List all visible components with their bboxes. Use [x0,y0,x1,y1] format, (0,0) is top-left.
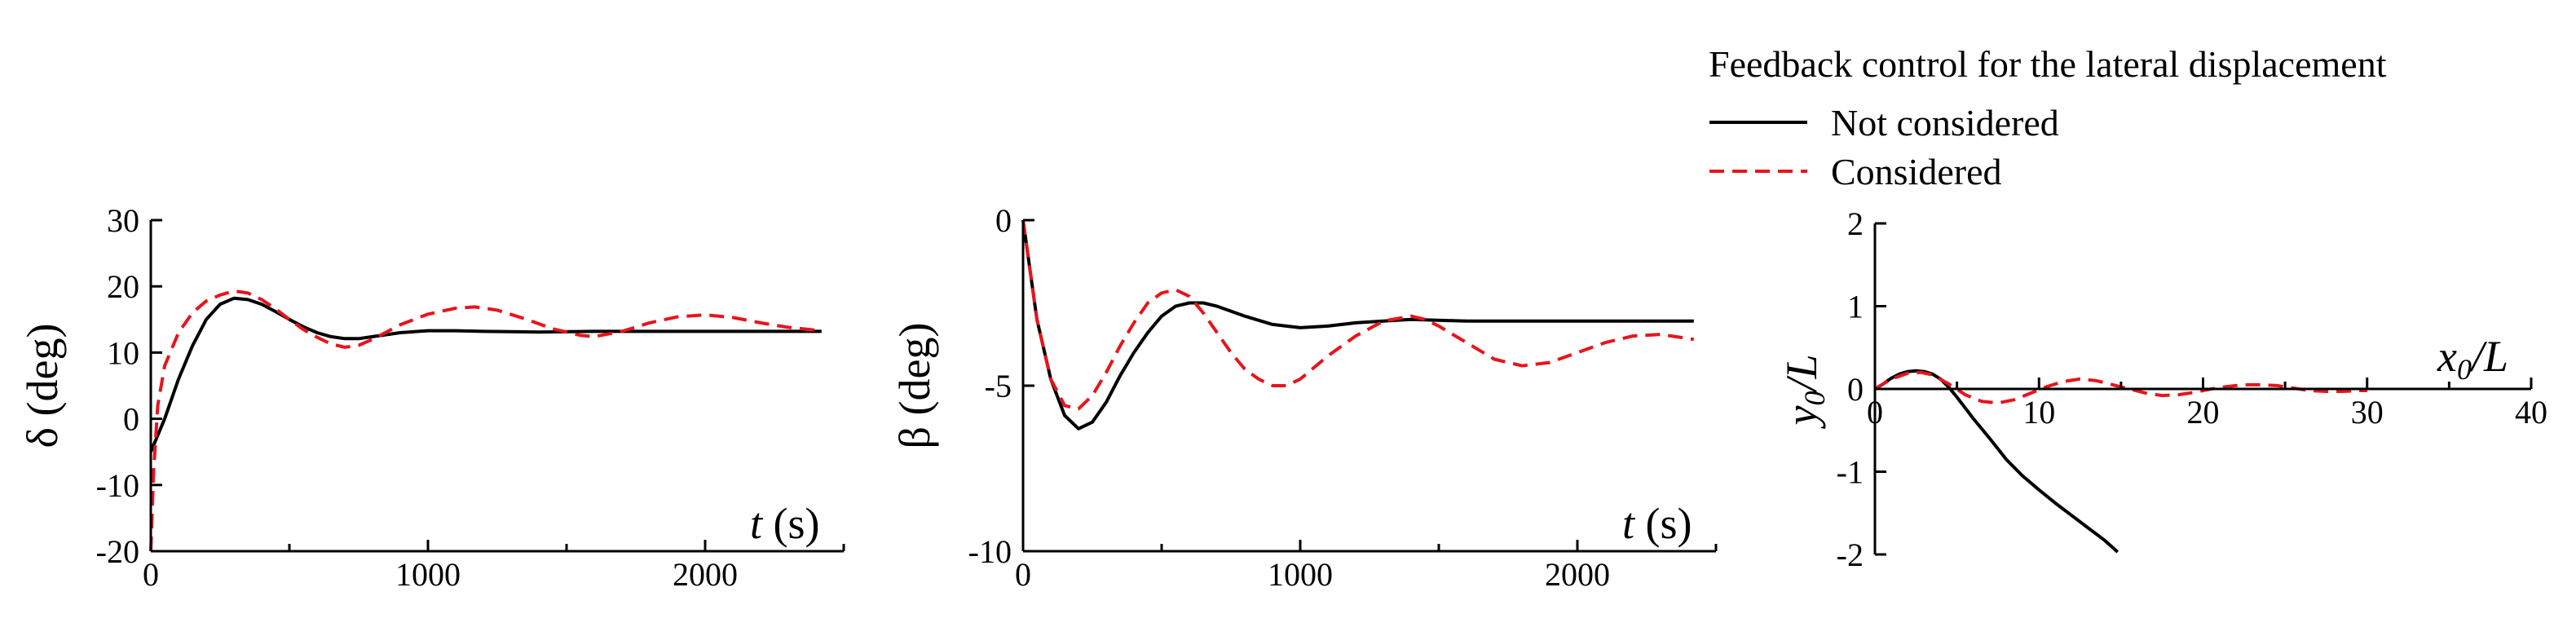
x-tick-label: 40 [2515,394,2547,431]
x-axis-label: t (s) [1622,499,1692,548]
y-tick-label: 0 [995,202,1012,239]
x-tick-label: 1000 [1268,556,1333,593]
y-tick-label: 10 [107,334,139,371]
x-tick-label: 0 [1015,556,1031,593]
y-tick-label: -2 [1837,537,1864,573]
y-tick-label: -20 [96,533,139,570]
x-tick-label: 2000 [1545,556,1610,593]
series-not-considered [149,296,822,453]
y-axis-label: β (deg) [890,323,939,449]
x-tick-label: 2000 [673,556,738,593]
x-tick-label: 20 [2187,394,2220,431]
beta-chart: -10 -5 0 0 1000 2000 β (deg) t (s) [890,202,1718,593]
x-tick-label: 0 [143,556,159,593]
legend: Feedback control for the lateral displac… [1709,43,2387,192]
x-axis-label: t (s) [750,499,820,548]
y-axis-label: δ (deg) [18,324,67,448]
y-axis-label: y0/L [1777,354,1831,429]
legend-label-considered: Considered [1831,151,2002,192]
series-considered [149,289,822,552]
legend-label-not-considered: Not considered [1831,102,2059,144]
series-not-considered [1873,369,2119,554]
y-tick-label: 1 [1847,289,1864,325]
y-tick-label: -5 [985,368,1012,404]
y-tick-label: 0 [123,401,139,438]
y-tick-label: -10 [968,533,1012,570]
series-considered [1021,219,1695,411]
y-tick-label: -1 [1837,454,1864,491]
x-axis-label: x0/L [2437,332,2508,386]
x-tick-label: 1000 [395,556,461,593]
y-tick-label: -10 [96,467,139,504]
y-tick-label: 30 [107,202,139,239]
legend-title: Feedback control for the lateral displac… [1709,43,2387,85]
series-not-considered [1021,219,1694,431]
x-tick-label: 0 [1867,394,1883,431]
x-tick-label: 10 [2022,394,2055,431]
y-tick-label: 0 [1847,371,1864,408]
y-tick-label: 20 [107,268,139,305]
y-tick-label: 2 [1847,205,1864,242]
x-tick-label: 30 [2351,394,2384,431]
delta-chart: -20 -10 0 10 20 30 0 1000 2000 δ (deg) t (s) [18,202,845,593]
